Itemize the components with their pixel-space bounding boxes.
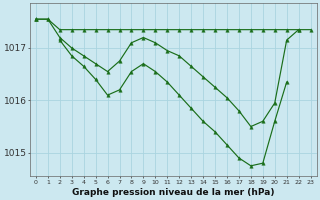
X-axis label: Graphe pression niveau de la mer (hPa): Graphe pression niveau de la mer (hPa) <box>72 188 275 197</box>
